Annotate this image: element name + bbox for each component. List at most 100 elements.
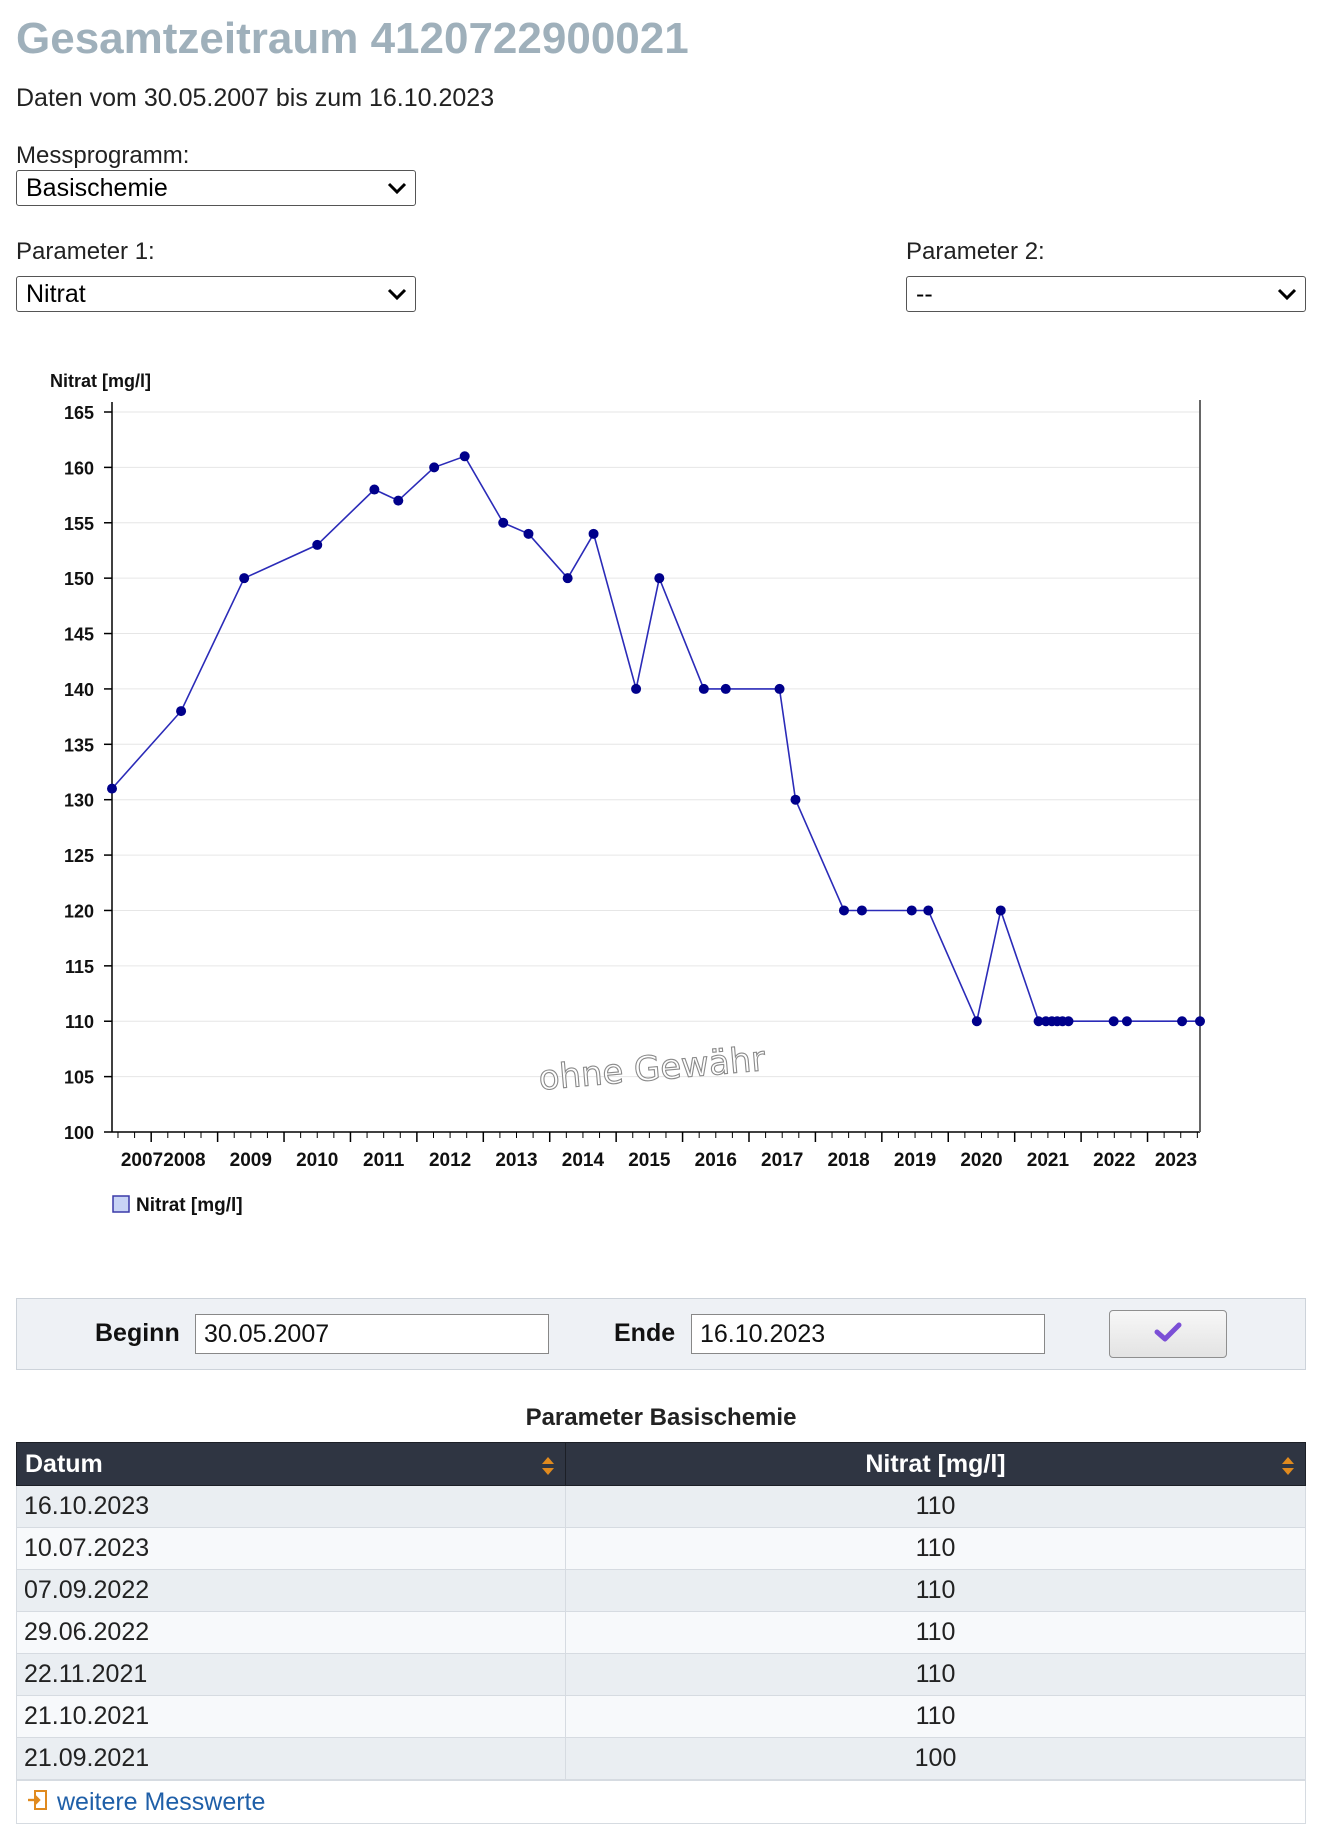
ende-label: Ende	[614, 1319, 676, 1347]
column-header-label: Datum	[25, 1449, 103, 1478]
data-point	[369, 484, 380, 495]
date-cell: 21.09.2021	[16, 1737, 566, 1780]
beginn-label: Beginn	[95, 1319, 180, 1347]
y-tick-label: 140	[64, 680, 94, 700]
page-title: Gesamtzeitraum 4120722900021	[16, 14, 689, 63]
y-tick-label: 100	[64, 1123, 94, 1143]
y-tick-label: 135	[64, 735, 94, 755]
x-tick-label: 2014	[562, 1150, 605, 1171]
data-point	[176, 706, 187, 717]
parameter1-value: Nitrat	[26, 280, 86, 308]
data-point	[995, 905, 1006, 916]
data-point	[1063, 1016, 1074, 1027]
data-point	[654, 573, 665, 584]
value-cell: 100	[565, 1737, 1306, 1780]
parameter1-select[interactable]: Nitrat	[16, 276, 416, 312]
column-header-datum[interactable]: Datum	[16, 1442, 566, 1486]
y-tick-label: 115	[65, 957, 94, 977]
legend-swatch	[112, 1195, 130, 1213]
date-range-text: Daten vom 30.05.2007 bis zum 16.10.2023	[16, 84, 495, 112]
messprogramm-select[interactable]: Basischemie	[16, 170, 416, 206]
x-tick-label: 2011	[363, 1150, 405, 1171]
more-values-link[interactable]: weitere Messwerte	[57, 1787, 266, 1816]
measurements-table: Datum Nitrat [mg/l] 16.10.2023 110 10.07…	[16, 1442, 1306, 1780]
x-tick-label: 2017	[761, 1150, 803, 1171]
x-tick-label: 2015	[628, 1150, 671, 1171]
table-title: Parameter Basischemie	[525, 1404, 797, 1431]
legend-label: Nitrat [mg/l]	[136, 1195, 243, 1216]
value-cell: 110	[565, 1611, 1306, 1654]
value-cell: 110	[565, 1485, 1306, 1528]
messprogramm-label: Messprogramm:	[16, 142, 190, 169]
chart-svg: 100 105 110 115 120 125 130 135 140 145 150 155 160 1…	[50, 371, 1205, 1216]
data-point	[1033, 1016, 1044, 1027]
parameter1-label: Parameter 1:	[16, 238, 155, 265]
value-cell: 110	[565, 1695, 1306, 1738]
date-cell: 16.10.2023	[16, 1485, 566, 1528]
sort-icon[interactable]	[541, 1454, 555, 1483]
y-tick-label: 105	[64, 1068, 94, 1088]
column-header-nitrat[interactable]: Nitrat [mg/l]	[565, 1442, 1306, 1486]
value-cell: 110	[565, 1569, 1306, 1612]
value-cell: 110	[565, 1527, 1306, 1570]
x-tick-label: 2010	[296, 1150, 338, 1171]
x-tick-label: 2021	[1027, 1150, 1070, 1171]
x-tick-label: 2012	[429, 1150, 471, 1171]
table-row: 10.07.2023 110	[16, 1527, 1306, 1570]
y-axis-title: Nitrat [mg/l]	[50, 371, 151, 391]
parameter2-select[interactable]: --	[906, 276, 1306, 312]
x-tick-label: 2007	[121, 1150, 163, 1171]
data-point	[429, 462, 440, 473]
chevron-down-icon	[387, 171, 407, 205]
date-cell: 07.09.2022	[16, 1569, 566, 1612]
ende-input[interactable]: 16.10.2023	[691, 1314, 1045, 1354]
x-tick-label: 2023	[1155, 1150, 1197, 1171]
x-tick-label: 2009	[230, 1150, 272, 1171]
y-tick-label: 145	[64, 625, 94, 645]
data-point	[562, 573, 573, 584]
data-point	[498, 517, 509, 528]
x-tick-label: 2018	[827, 1150, 869, 1171]
date-cell: 29.06.2022	[16, 1611, 566, 1654]
x-tick-label: 2008	[163, 1150, 205, 1171]
y-tick-label: 165	[64, 403, 94, 423]
data-point	[312, 539, 323, 550]
data-point	[393, 495, 404, 506]
data-point	[774, 683, 785, 694]
data-point	[1177, 1016, 1188, 1027]
data-point	[790, 794, 801, 805]
table-row: 21.10.2021 110	[16, 1695, 1306, 1738]
data-point	[838, 905, 849, 916]
data-point	[1108, 1016, 1119, 1027]
chevron-down-icon	[1277, 277, 1297, 311]
chevron-down-icon	[387, 277, 407, 311]
value-cell: 110	[565, 1653, 1306, 1696]
data-point	[107, 783, 117, 794]
table-row: 29.06.2022 110	[16, 1611, 1306, 1654]
beginn-input[interactable]: 30.05.2007	[195, 1314, 549, 1354]
y-tick-label: 110	[65, 1012, 94, 1032]
date-filter-bar: Beginn 30.05.2007 Ende 16.10.2023	[16, 1298, 1306, 1370]
x-tick-label: 2016	[695, 1150, 737, 1171]
apply-button[interactable]	[1109, 1310, 1227, 1358]
x-tick-label: 2013	[495, 1150, 537, 1171]
table-row: 22.11.2021 110	[16, 1653, 1306, 1696]
enter-arrow-icon	[27, 1789, 49, 1816]
date-cell: 22.11.2021	[16, 1653, 566, 1696]
sort-icon[interactable]	[1281, 1454, 1295, 1483]
nitrat-chart: 100 105 110 115 120 125 130 135 140 145 150 155 160 1…	[0, 360, 1322, 1240]
series-line	[111, 455, 1200, 1024]
y-tick-label: 130	[64, 791, 94, 811]
data-point	[588, 528, 599, 539]
data-point	[906, 905, 917, 916]
checkmark-icon	[1153, 1320, 1183, 1349]
table-row: 07.09.2022 110	[16, 1569, 1306, 1612]
date-cell: 21.10.2021	[16, 1695, 566, 1738]
y-tick-label: 160	[64, 458, 94, 478]
table-row: 16.10.2023 110	[16, 1485, 1306, 1528]
data-point	[459, 451, 470, 462]
messprogramm-value: Basischemie	[26, 174, 168, 202]
data-point	[523, 528, 534, 539]
data-point	[1195, 1016, 1205, 1027]
x-tick-label: 2022	[1093, 1150, 1135, 1171]
